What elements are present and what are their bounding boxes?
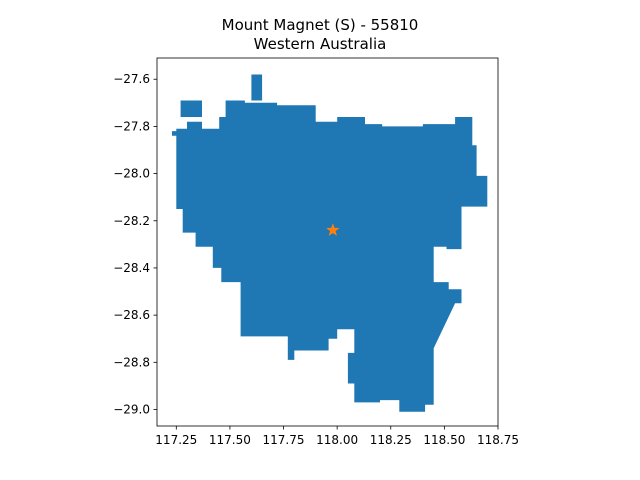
y-tick-label: −28.2 — [113, 214, 150, 228]
y-tick-label: −28.4 — [113, 261, 150, 275]
x-tick-label: 117.25 — [155, 433, 197, 447]
region-polygon — [172, 74, 488, 412]
x-tick-label: 117.50 — [209, 433, 251, 447]
chart-subtitle: Western Australia — [253, 35, 387, 53]
y-tick-label: −28.8 — [113, 355, 150, 369]
x-tick-label: 118.25 — [370, 433, 412, 447]
region-patch-0 — [180, 100, 202, 117]
x-tick-label: 117.75 — [263, 433, 305, 447]
x-tick-label: 118.75 — [477, 433, 519, 447]
y-tick-label: −27.6 — [113, 72, 150, 86]
x-tick-label: 118.50 — [423, 433, 465, 447]
location-star-marker — [326, 223, 340, 236]
chart-title: Mount Magnet (S) - 55810 — [221, 16, 419, 34]
y-tick-label: −28.6 — [113, 308, 150, 322]
y-tick-label: −28.0 — [113, 167, 150, 181]
y-tick-label: −29.0 — [113, 402, 150, 416]
axes-frame — [156, 57, 499, 427]
y-tick-label: −27.8 — [113, 119, 150, 133]
x-tick-label: 118.00 — [316, 433, 358, 447]
